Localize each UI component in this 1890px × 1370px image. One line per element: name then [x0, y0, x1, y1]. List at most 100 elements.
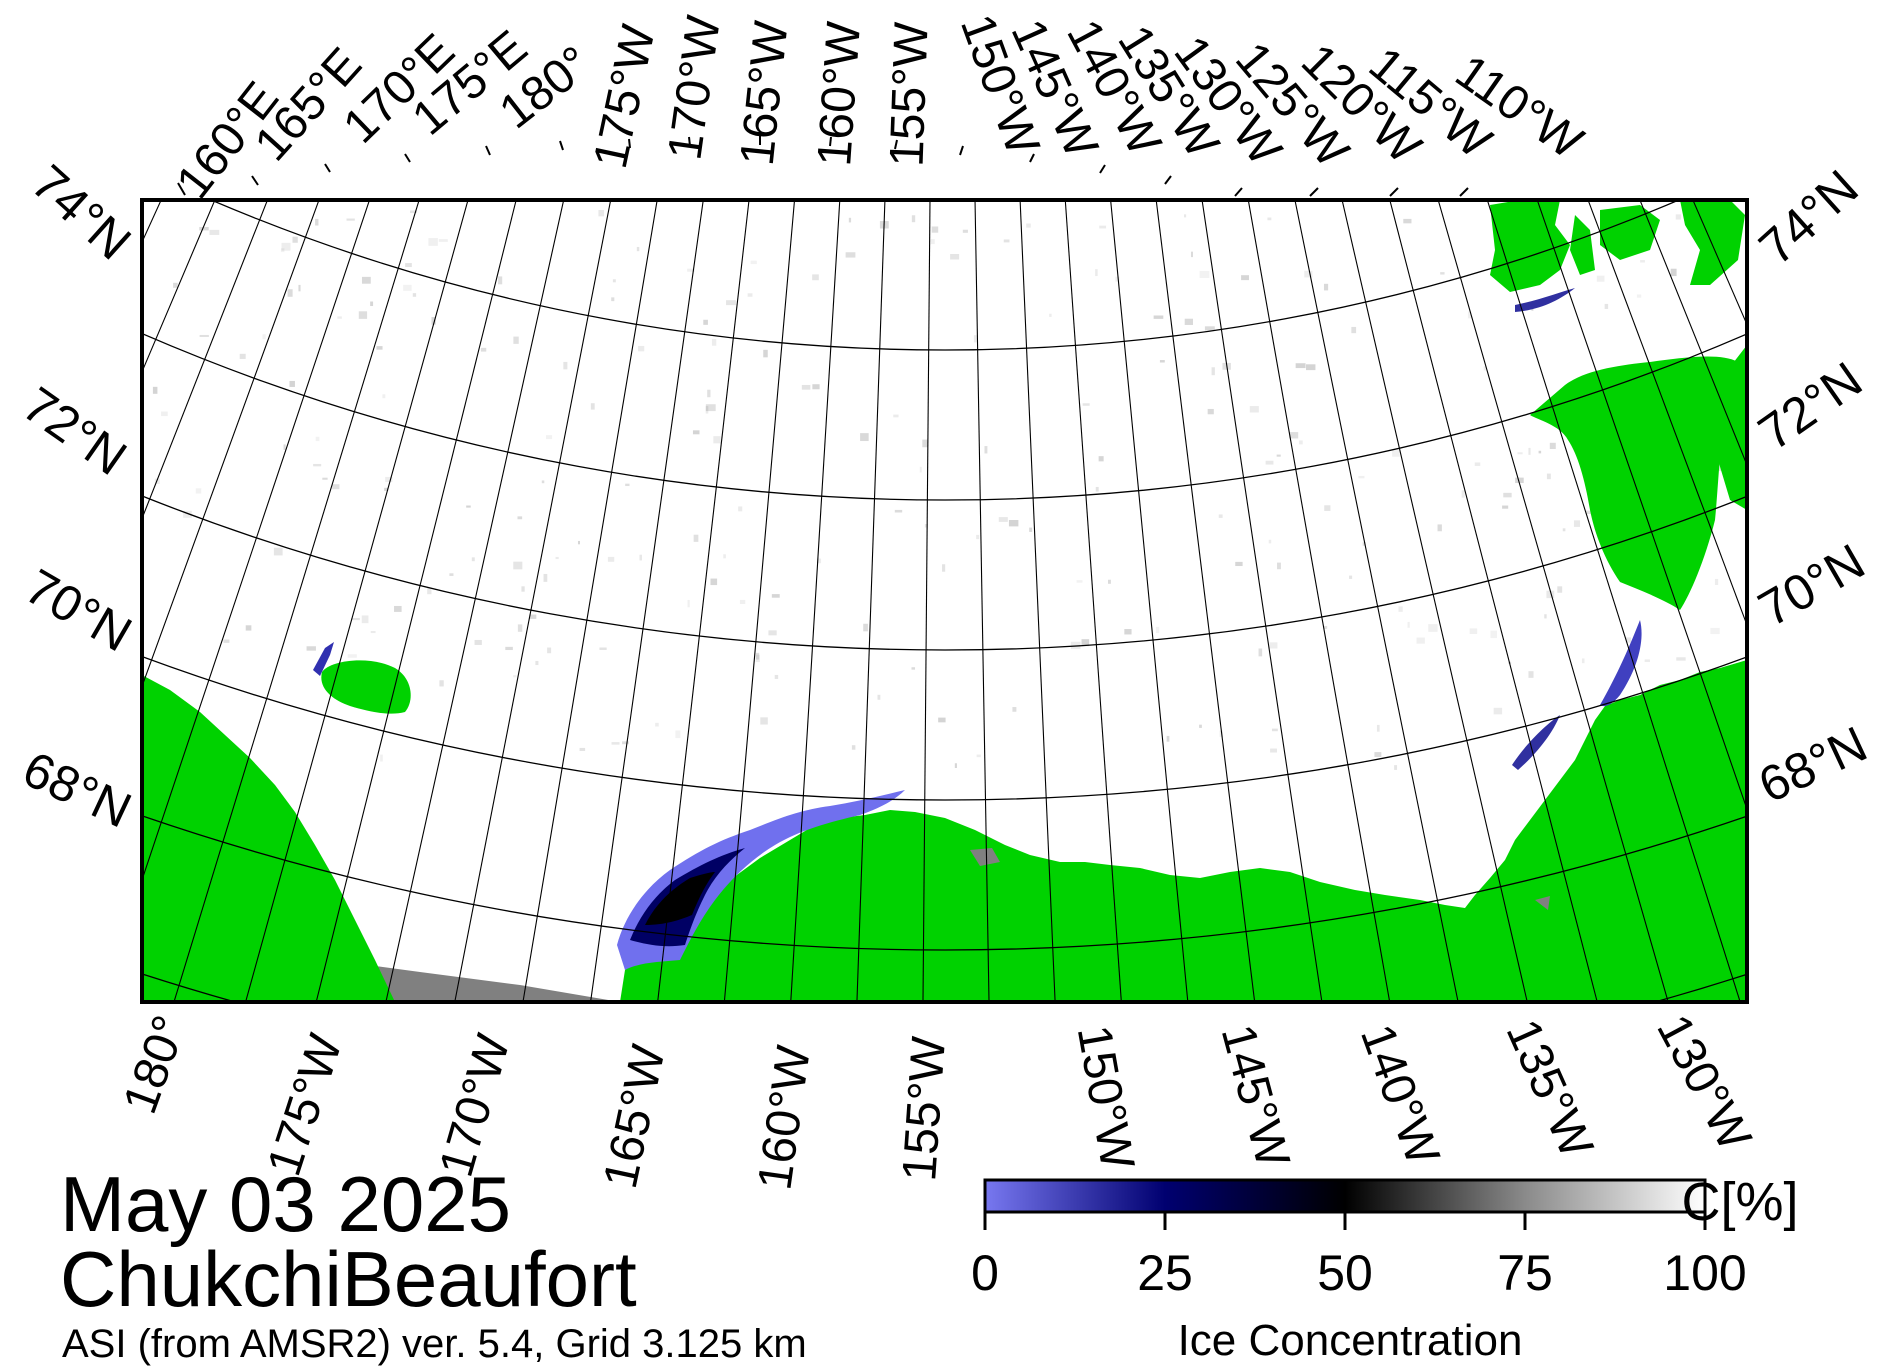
ice-speckle: [1049, 313, 1052, 317]
ice-speckle: [760, 717, 768, 725]
ice-speckle: [1596, 275, 1605, 282]
colorbar-tick-label: 25: [1137, 1245, 1193, 1301]
frame-tick: [177, 182, 186, 196]
wrangel-island: [321, 660, 411, 714]
meridian-line: [0, 0, 82, 979]
ice-speckle: [705, 406, 709, 414]
ice-speckle: [332, 484, 340, 490]
ice-speckle: [922, 439, 929, 448]
ice-speckle: [1298, 440, 1303, 445]
ice-speckle: [1394, 765, 1398, 770]
ice-speckle: [1557, 586, 1563, 593]
meridian-line: [1019, 200, 1056, 1002]
ice-speckle: [1199, 270, 1210, 278]
latitude-circle: [142, 332, 1747, 501]
ice-speckle: [1323, 625, 1328, 629]
meridian-line: [1486, 200, 1741, 1002]
ice-speckle: [1549, 442, 1556, 450]
ice-speckle: [1267, 217, 1272, 221]
ice-speckle: [705, 404, 716, 412]
bottom-lon-label: 180°: [114, 1009, 198, 1120]
ice-speckle: [1235, 561, 1243, 567]
ice-speckle: [1644, 659, 1650, 662]
ice-speckle: [739, 599, 746, 605]
ice-speckle: [911, 215, 916, 223]
ice-speckle: [449, 573, 454, 576]
meridian-line: [723, 200, 796, 1002]
ice-speckle: [954, 763, 957, 769]
right-lat-label: 74°N: [1748, 159, 1868, 275]
ice-speckle: [1306, 364, 1316, 371]
victoria-island: [1718, 345, 1747, 510]
ice-speckle: [590, 403, 595, 410]
colorbar-tick-label: 100: [1663, 1245, 1746, 1301]
ice-speckle: [1184, 318, 1194, 325]
ice-speckle: [1003, 239, 1010, 243]
nodata-region: [330, 960, 620, 1002]
colorbar-unit: C[%]: [1681, 1172, 1798, 1232]
ice-speckle: [1490, 630, 1497, 639]
ice-speckle: [962, 229, 968, 233]
ice-speckle: [315, 436, 320, 442]
meridian-line: [0, 0, 160, 1052]
ice-speckle: [474, 639, 482, 645]
frame-tick: [894, 139, 898, 150]
ice-speckle: [638, 345, 645, 352]
ice-speckle: [816, 558, 822, 564]
meridian-line: [0, 0, 121, 1016]
ice-speckle: [1115, 276, 1120, 282]
meridian-line: [1858, 0, 1890, 926]
ice-speckle: [322, 477, 328, 480]
left-lat-label: 74°N: [21, 154, 141, 270]
ice-speckle: [438, 239, 448, 242]
ice-speckle: [1166, 735, 1170, 742]
ice-speckle: [315, 218, 319, 226]
ice-speckle: [1407, 621, 1410, 628]
ice-speckle: [1546, 473, 1551, 480]
ice-speckle: [1546, 590, 1555, 599]
ice-speckle: [1218, 514, 1223, 518]
meridian-line: [1639, 200, 1747, 467]
ice-speckle: [563, 361, 568, 370]
ice-speckle: [1581, 658, 1585, 664]
ice-speckle: [1573, 520, 1581, 527]
ice-speckle: [1289, 432, 1299, 439]
high-gradient-ice: [645, 872, 715, 925]
meridian-line: [173, 200, 420, 1002]
ice-speckle: [894, 509, 903, 513]
ice-speckle: [1376, 724, 1380, 732]
ice-speckle: [942, 564, 946, 572]
ice-speckle: [376, 346, 383, 350]
ice-speckle: [755, 654, 760, 663]
ice-speckle: [1625, 637, 1632, 643]
ice-speckle: [851, 745, 856, 750]
ice-speckle: [466, 505, 471, 508]
ice-speckle: [1440, 272, 1445, 275]
right-latitude-labels: 74°N 72°N 70°N 68°N: [1748, 159, 1875, 813]
meridian-line: [1782, 0, 1890, 1004]
ice-speckle: [1636, 294, 1642, 298]
ice-speckle: [313, 463, 322, 467]
ice-speckle: [1351, 326, 1357, 334]
ice-speckle: [755, 652, 760, 660]
meridian-line: [1437, 200, 1669, 1002]
ice-speckle: [710, 578, 718, 586]
ice-speckle: [1190, 251, 1194, 258]
ice-speckle: [517, 516, 523, 520]
bottom-lon-label: 150°W: [1067, 1022, 1144, 1174]
ice-speckle: [1258, 648, 1263, 657]
left-latitude-labels: 74°N 72°N 70°N 68°N: [13, 154, 142, 838]
meridian-line: [790, 200, 841, 1002]
bottom-lon-label: 165°W: [594, 1040, 676, 1193]
ice-speckle: [382, 394, 386, 399]
left-lat-label: 68°N: [15, 741, 140, 839]
ice-speckle: [893, 414, 899, 418]
ice-speckle: [505, 646, 513, 651]
ice-speckle: [931, 226, 939, 233]
ice-speckle: [1562, 528, 1566, 532]
ice-speckle: [1374, 752, 1382, 757]
ice-speckle: [1012, 707, 1017, 712]
ice-speckle: [1008, 519, 1019, 527]
